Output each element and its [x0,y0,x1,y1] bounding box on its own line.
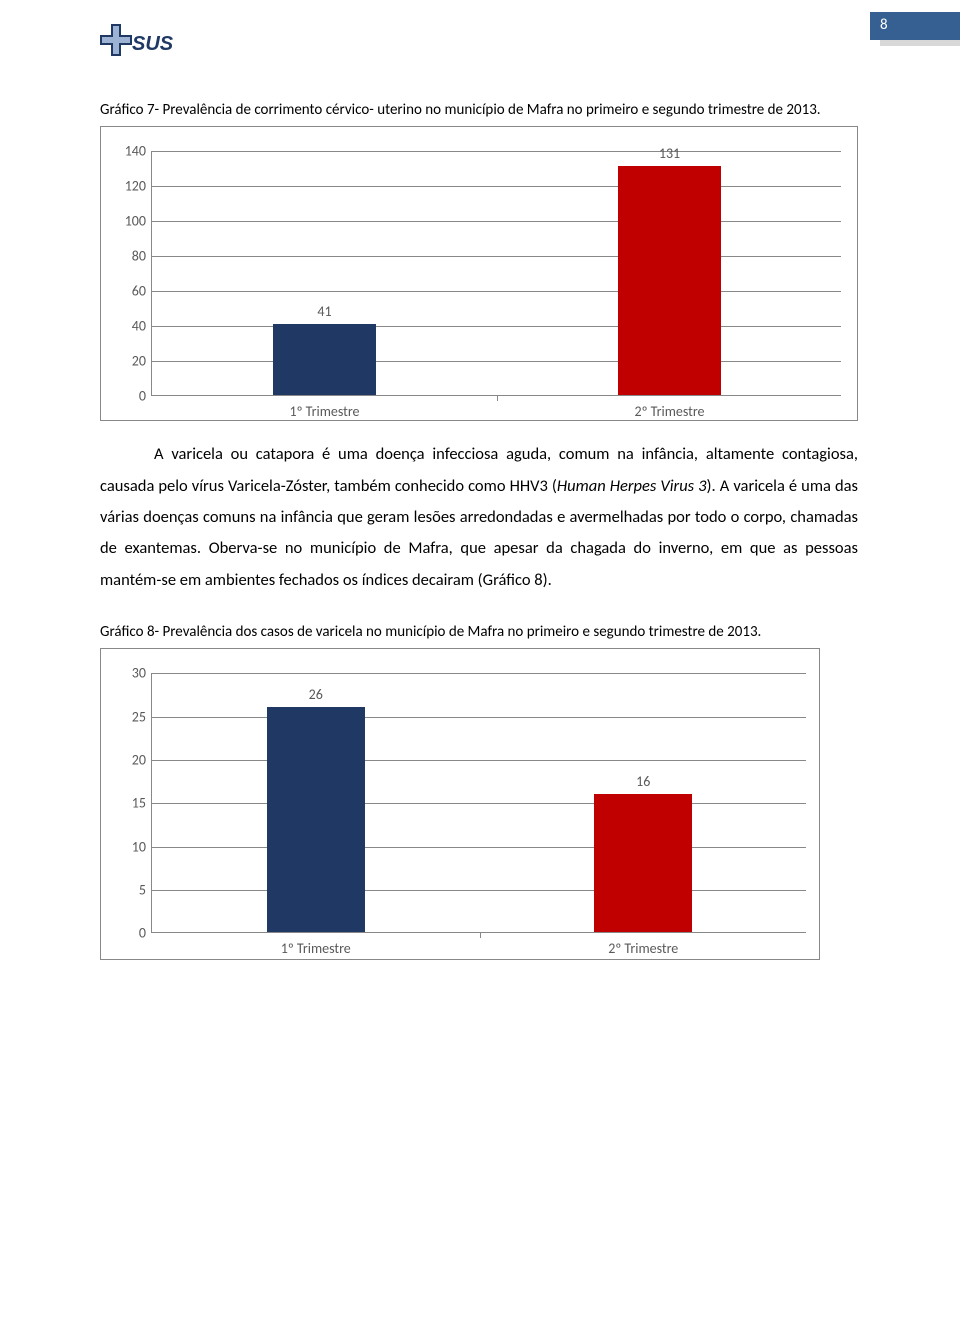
gridline [152,221,841,222]
gridline [152,890,806,891]
sus-logo: SUS [100,22,180,70]
x-tick [497,396,498,401]
svg-text:SUS: SUS [132,33,174,55]
gridline [152,326,841,327]
bar: 26 [267,707,365,932]
y-tick-label: 100 [125,213,146,230]
x-tick-label: 1º Trimestre [281,940,351,957]
y-tick-label: 80 [132,248,146,265]
gridline [152,186,841,187]
chart8-caption: Gráfico 8- Prevalência dos casos de vari… [100,622,858,642]
para-italic: Human Herpes Virus 3 [557,476,707,496]
bar-value-label: 41 [317,303,331,320]
y-tick-label: 40 [132,318,146,335]
chart8-plot: 0 5 10 15 20 25 30 26 1º Trimestre 16 2º Trimestre [111,659,806,963]
x-tick-label: 2º Trimestre [608,940,678,957]
gridline [152,673,806,674]
bar-value-label: 16 [636,773,650,790]
x-tick-label: 2º Trimestre [634,403,704,420]
bar: 16 [594,794,692,933]
chart8-frame: 0 5 10 15 20 25 30 26 1º Trimestre 16 2º Trimestre [100,648,820,960]
body-paragraph: A varicela ou catapora é uma doença infe… [100,439,858,596]
y-tick-label: 30 [132,665,146,682]
chart7-frame: 0 20 40 60 80 100 120 140 41 1º Trimestre 131 2º Tr… [100,126,858,421]
y-tick-label: 0 [139,925,146,942]
y-tick-label: 10 [132,838,146,855]
gridline [152,291,841,292]
gridline [152,760,806,761]
chart7-plot: 0 20 40 60 80 100 120 140 41 1º Trimestre 131 2º Tr… [111,137,841,426]
page-number: 8 [880,16,888,34]
y-tick-label: 5 [139,881,146,898]
gridline [152,256,841,257]
y-tick-label: 25 [132,708,146,725]
page-number-shadow [880,40,960,46]
y-tick-label: 15 [132,795,146,812]
page-number-tab: 8 [870,12,960,40]
plot-area: 051015202530261º Trimestre162º Trimestre [151,673,806,933]
gridline [152,717,806,718]
bar-value-label: 131 [659,145,680,162]
bar: 131 [618,166,722,395]
gridline [152,803,806,804]
page-content: Gráfico 7- Prevalência de corrimento cér… [100,100,858,960]
gridline [152,151,841,152]
y-tick-label: 20 [132,353,146,370]
y-tick-label: 20 [132,751,146,768]
chart7-caption: Gráfico 7- Prevalência de corrimento cér… [100,100,858,120]
gridline [152,361,841,362]
bar-value-label: 26 [309,686,323,703]
y-tick-label: 120 [125,178,146,195]
x-tick [480,933,481,938]
bar: 41 [273,324,377,396]
gridline [152,847,806,848]
y-tick-label: 0 [139,388,146,405]
plot-area: 020406080100120140411º Trimestre1312º Tr… [151,151,841,396]
x-tick-label: 1º Trimestre [289,403,359,420]
y-tick-label: 140 [125,143,146,160]
y-tick-label: 60 [132,283,146,300]
